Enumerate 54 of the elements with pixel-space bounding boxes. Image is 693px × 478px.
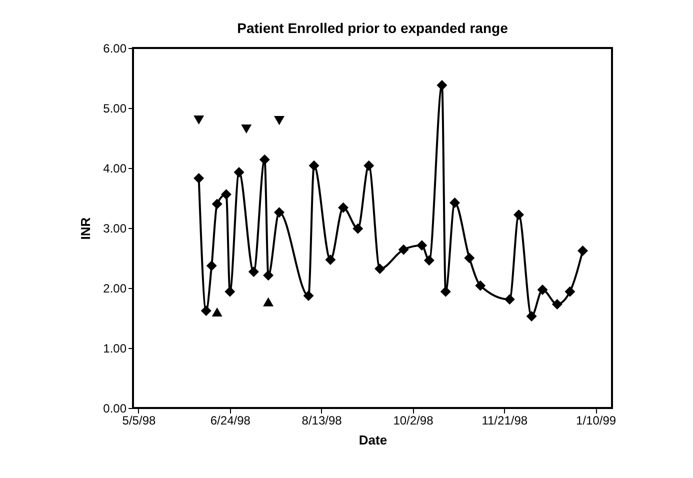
point (514, 210, 524, 220)
point (552, 298, 562, 310)
y-tick-label: 4.00 (103, 162, 127, 176)
point (325, 254, 336, 266)
y-tick-label: 1.00 (103, 342, 127, 356)
point (303, 290, 314, 302)
point (263, 297, 274, 306)
x-tick-label: 8/13/98 (302, 414, 342, 428)
point (200, 306, 212, 316)
point (464, 252, 475, 264)
point (352, 223, 364, 234)
point (248, 266, 259, 278)
point (274, 207, 285, 218)
x-tick-label: 11/21/98 (482, 414, 528, 428)
y-tick-label: 0.00 (103, 402, 127, 416)
point (450, 198, 460, 208)
point (440, 286, 451, 297)
point (436, 80, 448, 90)
point (398, 244, 409, 255)
point (364, 160, 374, 171)
point (424, 255, 434, 266)
point (206, 260, 217, 272)
y-tick-label: 2.00 (103, 282, 127, 296)
point (220, 189, 232, 200)
chart-title: Patient Enrolled prior to expanded range (237, 20, 508, 36)
point (504, 294, 515, 305)
x-axis-title: Date (358, 432, 388, 448)
point (475, 280, 486, 291)
point (338, 202, 348, 213)
point (564, 286, 576, 297)
point (416, 240, 428, 251)
x-tick-label: 1/10/99 (576, 414, 616, 428)
x-tick-label: 6/24/98 (210, 414, 251, 428)
point (234, 166, 244, 178)
point (526, 310, 537, 322)
point (578, 246, 588, 256)
y-tick-label: 6.00 (103, 42, 127, 56)
point (194, 115, 204, 125)
point (212, 307, 222, 317)
point (308, 160, 320, 171)
point (224, 286, 236, 297)
point (274, 116, 285, 126)
point (259, 154, 270, 165)
point (194, 172, 204, 184)
point (212, 198, 222, 210)
y-tick-label: 5.00 (103, 102, 127, 116)
x-tick-label: 10/2/98 (393, 414, 434, 428)
y-tick-label: 3.00 (103, 222, 127, 236)
point (241, 124, 252, 134)
y-axis-title: INR (78, 216, 94, 240)
x-tick-label: 5/5/98 (122, 414, 156, 428)
point (263, 270, 274, 281)
point (537, 284, 548, 296)
point (374, 264, 386, 274)
